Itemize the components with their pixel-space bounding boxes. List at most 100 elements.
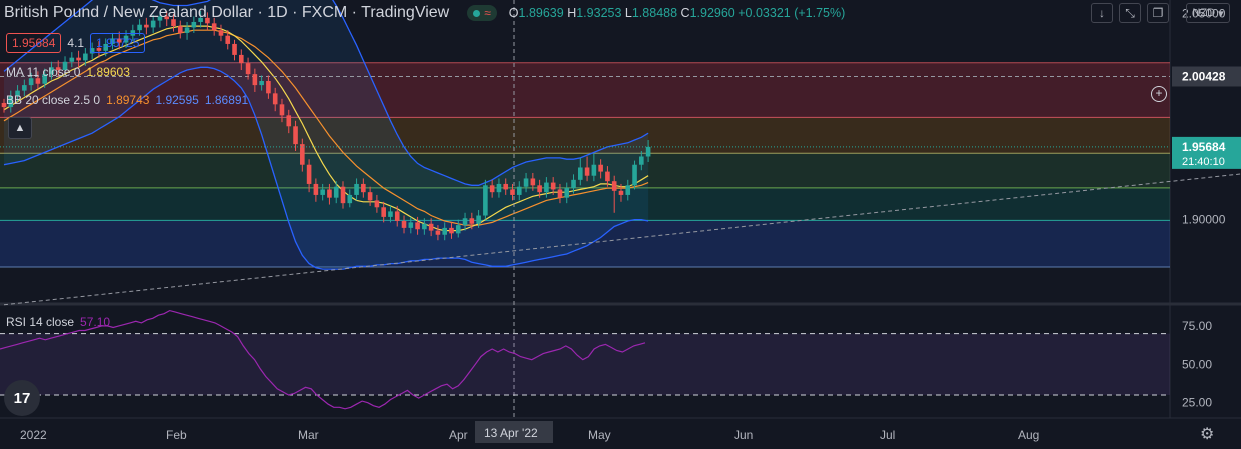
candle-body <box>76 57 81 61</box>
candle-body <box>293 126 298 145</box>
candle-body <box>198 17 203 22</box>
candle-body <box>489 185 495 193</box>
tradingview-logo[interactable]: 17 <box>4 380 40 416</box>
candle-body <box>449 227 454 234</box>
wave-icon: ≈ <box>484 6 491 20</box>
candle-body <box>191 21 197 28</box>
hover-price-box <box>1172 66 1241 87</box>
candle-body <box>639 156 644 165</box>
candle-body <box>62 61 68 71</box>
candle-body <box>15 90 20 97</box>
candle-body <box>123 35 129 43</box>
price-pane-bg <box>0 0 1170 302</box>
restore-icon[interactable]: ❐ <box>1147 3 1169 23</box>
candle-body <box>591 164 597 176</box>
rsi-legend[interactable]: RSI 14 close 57.10 <box>6 315 111 329</box>
crosshair-date-label: 13 Apr '22 <box>484 426 538 440</box>
candle-body <box>218 30 224 36</box>
candle-body <box>272 93 278 105</box>
candle-body <box>530 178 536 186</box>
rsi-pane <box>0 309 1170 410</box>
candle-body <box>354 183 359 195</box>
candle-body <box>557 189 563 198</box>
fullscreen-icon[interactable]: ⤡ <box>1119 3 1141 23</box>
candle-body <box>523 178 529 187</box>
candle-body <box>96 48 102 51</box>
candle-body <box>252 74 258 86</box>
time-tick-label: Feb <box>166 428 187 442</box>
candle-body <box>347 194 353 204</box>
candle-body <box>496 183 502 193</box>
bb-legend[interactable]: BB 20 close 2.5 0 1.89743 1.92595 1.8689… <box>6 93 249 107</box>
last-price-label: 1.95684 <box>1182 140 1226 154</box>
candle-body <box>503 183 509 190</box>
candle-body <box>211 23 217 31</box>
candle-body <box>300 144 305 165</box>
bb-upper-value: 1.92595 <box>155 93 199 107</box>
candle-body <box>611 181 617 191</box>
ma-legend[interactable]: MA 11 close 0 1.89603 <box>6 65 130 79</box>
candle-body <box>232 43 237 55</box>
collapse-legend-icon[interactable]: ▲ <box>8 117 32 139</box>
add-alert-icon[interactable]: + <box>1151 86 1167 102</box>
market-open-dot <box>473 9 481 17</box>
candle-body <box>110 38 115 44</box>
candle-body <box>245 63 251 75</box>
buy-button[interactable]: 1.95725 <box>90 33 146 53</box>
candle-body <box>55 67 61 71</box>
candle-body <box>266 80 271 94</box>
candle-body <box>150 20 156 28</box>
time-tick-label: May <box>588 428 611 442</box>
bb-upper-line <box>3 0 649 186</box>
candle-body <box>171 19 176 27</box>
candle-body <box>618 190 624 195</box>
candle-body <box>103 43 108 51</box>
candle-body <box>483 185 488 216</box>
candle-body <box>462 218 468 226</box>
candle-body <box>313 183 319 195</box>
candle-body <box>116 38 122 43</box>
market-status[interactable]: ≈ <box>467 5 497 21</box>
candle-body <box>177 26 183 33</box>
rsi-band <box>0 333 1170 395</box>
candle-body <box>544 182 549 193</box>
candle-body <box>259 80 264 86</box>
candle-body <box>476 215 481 224</box>
candle-body <box>286 115 292 127</box>
candle-body <box>340 186 346 204</box>
candle-body <box>584 167 590 176</box>
candle-body <box>22 85 27 91</box>
candle-body <box>28 78 34 86</box>
candle-body <box>144 24 149 28</box>
candle-body <box>550 182 556 190</box>
time-tick-label: Jun <box>734 428 753 442</box>
candle-body <box>367 192 373 201</box>
rsi-line <box>0 309 646 410</box>
time-tick-label: Aug <box>1018 428 1039 442</box>
candle-body <box>1 102 7 108</box>
candle-body <box>35 78 41 84</box>
sell-button[interactable]: 1.95684 <box>6 33 62 53</box>
candle-body <box>625 185 631 195</box>
ma-value: 1.89603 <box>86 65 130 79</box>
currency-select[interactable]: NZD ▾ <box>1186 3 1230 23</box>
candle-body <box>49 67 54 75</box>
candles <box>0 10 1170 241</box>
axes: 2.05000 1.90000 75.00 50.00 25.00 2022 Feb Mar A… <box>20 7 1241 443</box>
candle-body <box>422 223 427 230</box>
trendline <box>3 173 1241 306</box>
time-tick-label: 2022 <box>20 428 47 442</box>
candle-body <box>374 200 380 208</box>
time-tick-label: Mar <box>298 428 319 442</box>
price-tick-label: 1.90000 <box>1182 213 1226 227</box>
candle-body <box>415 222 420 230</box>
candle-body <box>598 164 603 172</box>
candle-body <box>516 186 522 195</box>
candle-body <box>469 218 475 224</box>
candle-body <box>205 17 210 24</box>
symbol-title[interactable]: British Pound / New Zealand Dollar · 1D … <box>4 4 450 21</box>
arrow-down-icon[interactable]: ↓ <box>1091 3 1113 23</box>
settings-gear-icon[interactable]: ⚙ <box>1200 426 1215 443</box>
bb-lower-value: 1.86891 <box>204 93 249 107</box>
